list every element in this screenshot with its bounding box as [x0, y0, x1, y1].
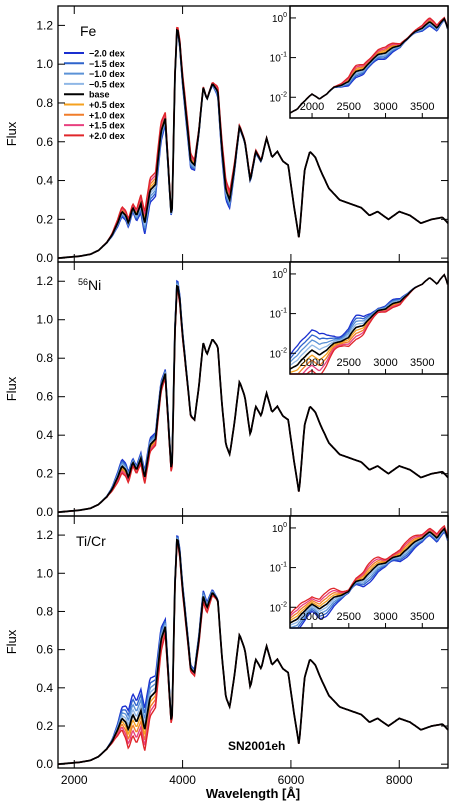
panel-1: 0.0 0.2 0.4 0.6 0.8 1.0 1.2 2000 2500 3000 3500 10-…: [36, 261, 449, 519]
y-tick-label: 0.6: [36, 390, 53, 404]
inset-1: 2000 2500 3000 3500 10-2 10-1 100: [270, 261, 449, 375]
y-tick-label: 0.8: [36, 351, 53, 365]
y-axis-label-fe-panel: Flux: [4, 121, 19, 146]
inset-x-tick-label: 2000: [300, 357, 324, 369]
x-tick-label: 6000: [278, 773, 305, 787]
inset-2: 2000 2500 3000 3500 10-2 10-1 100: [270, 515, 449, 629]
inset-x-tick-label: 3000: [373, 611, 397, 623]
inset-series-line-15dex: [289, 525, 449, 617]
x-tick-label: 4000: [169, 773, 196, 787]
y-tick-label: 0.8: [36, 96, 53, 110]
inset-series-line-base: [289, 17, 449, 114]
inset-series-line-base: [289, 527, 449, 624]
series-line-base: [57, 284, 449, 514]
inset-0: 2000 2500 3000 3500 10-2 10-1 100: [270, 5, 449, 119]
inset-series-line-20dex: [289, 524, 449, 615]
legend-entry: +1.0 dex: [89, 110, 125, 120]
inset-series-line-05dex: [289, 526, 449, 622]
inset-y-tick-label: 100: [272, 12, 287, 25]
series-line-base: [57, 28, 449, 259]
inset-series-line-10dex: [289, 529, 449, 629]
inset-series-line-15dex: [290, 529, 449, 629]
inset-x-tick-label: 3500: [410, 357, 434, 369]
y-tick-label: 0.6: [36, 135, 53, 149]
panel-label-ni56: 56Ni: [78, 277, 101, 293]
y-tick-label: 0.0: [36, 757, 53, 771]
inset-y-tick-label: 10-2: [270, 347, 287, 360]
inset-y-tick-label: 10-2: [270, 91, 287, 104]
inset-y-tick-label: 10-2: [270, 601, 287, 614]
y-tick-label: 1.2: [36, 18, 53, 32]
legend-entry: +0.5 dex: [89, 100, 125, 110]
y-tick-label: 1.0: [36, 566, 53, 580]
legend-entry: −0.5 dex: [89, 79, 125, 89]
legend-entry: −1.0 dex: [89, 69, 125, 79]
panel-label-fe: Fe: [80, 23, 97, 39]
y-tick-label: 0.2: [36, 719, 53, 733]
x-axis-label: Wavelength [Å]: [206, 786, 300, 801]
panel-0: 0.0 0.2 0.4 0.6 0.8 1.0 1.2 2000 2500 3000 3500 10-…: [36, 5, 449, 265]
inset-x-tick-label: 3500: [410, 611, 434, 623]
inset-x-tick-label: 2000: [300, 101, 324, 113]
inset-x-tick-label: 3500: [410, 101, 434, 113]
inset-x-tick-label: 2500: [337, 101, 361, 113]
y-tick-label: 0.0: [36, 251, 53, 265]
panel-2: 0.0 0.2 0.4 0.6 0.8 1.0 1.2 2000 4000 6000 8000 200…: [36, 515, 449, 787]
inset-y-tick-label: 100: [272, 268, 287, 281]
inset-x-tick-label: 2500: [337, 357, 361, 369]
y-tick-label: 0.2: [36, 467, 53, 481]
y-tick-label: 1.0: [36, 313, 53, 327]
inset-x-tick-label: 2000: [300, 611, 324, 623]
legend-entry: +2.0 dex: [89, 131, 125, 141]
y-axis-label-ni-panel: Flux: [4, 376, 19, 401]
y-tick-label: 0.8: [36, 604, 53, 618]
inset-x-tick-label: 3000: [373, 101, 397, 113]
legend-entry: −2.0 dex: [89, 49, 125, 59]
inset-x-tick-label: 2500: [337, 611, 361, 623]
legend-entry: −1.5 dex: [89, 59, 125, 69]
y-tick-label: 1.2: [36, 274, 53, 288]
inset-series-line-base: [289, 273, 449, 370]
legend-entry: +1.5 dex: [89, 121, 125, 131]
y-tick-label: 0.6: [36, 643, 53, 657]
y-tick-label: 1.2: [36, 528, 53, 542]
y-tick-label: 0.4: [36, 174, 53, 188]
y-tick-label: 0.4: [36, 681, 53, 695]
inset-y-tick-label: 10-1: [270, 308, 287, 321]
x-tick-label: 2000: [61, 773, 88, 787]
y-tick-label: 0.2: [36, 212, 53, 226]
x-tick-label: 8000: [386, 773, 413, 787]
inset-series-line-10dex: [289, 526, 449, 620]
y-axis-label-ticr-panel: Flux: [4, 629, 19, 654]
panel-label-ticr: Ti/Cr: [76, 533, 106, 549]
legend-entry: base: [89, 90, 110, 100]
legend: −2.0 dex−1.5 dex−1.0 dex−0.5 dexbase+0.5…: [64, 49, 125, 141]
plot-frame: [57, 515, 449, 769]
object-annotation: SN2001eh: [228, 739, 285, 753]
inset-series-line-05dex: [289, 528, 449, 626]
y-tick-label: 0.0: [36, 505, 53, 519]
inset-x-tick-label: 3000: [373, 357, 397, 369]
inset-series-line-20dex: [290, 530, 449, 629]
inset-y-tick-label: 10-1: [270, 52, 287, 65]
inset-y-tick-label: 10-1: [270, 562, 287, 575]
y-tick-label: 0.4: [36, 428, 53, 442]
inset-y-tick-label: 100: [272, 522, 287, 535]
y-tick-label: 1.0: [36, 57, 53, 71]
series-line-base: [57, 538, 449, 766]
